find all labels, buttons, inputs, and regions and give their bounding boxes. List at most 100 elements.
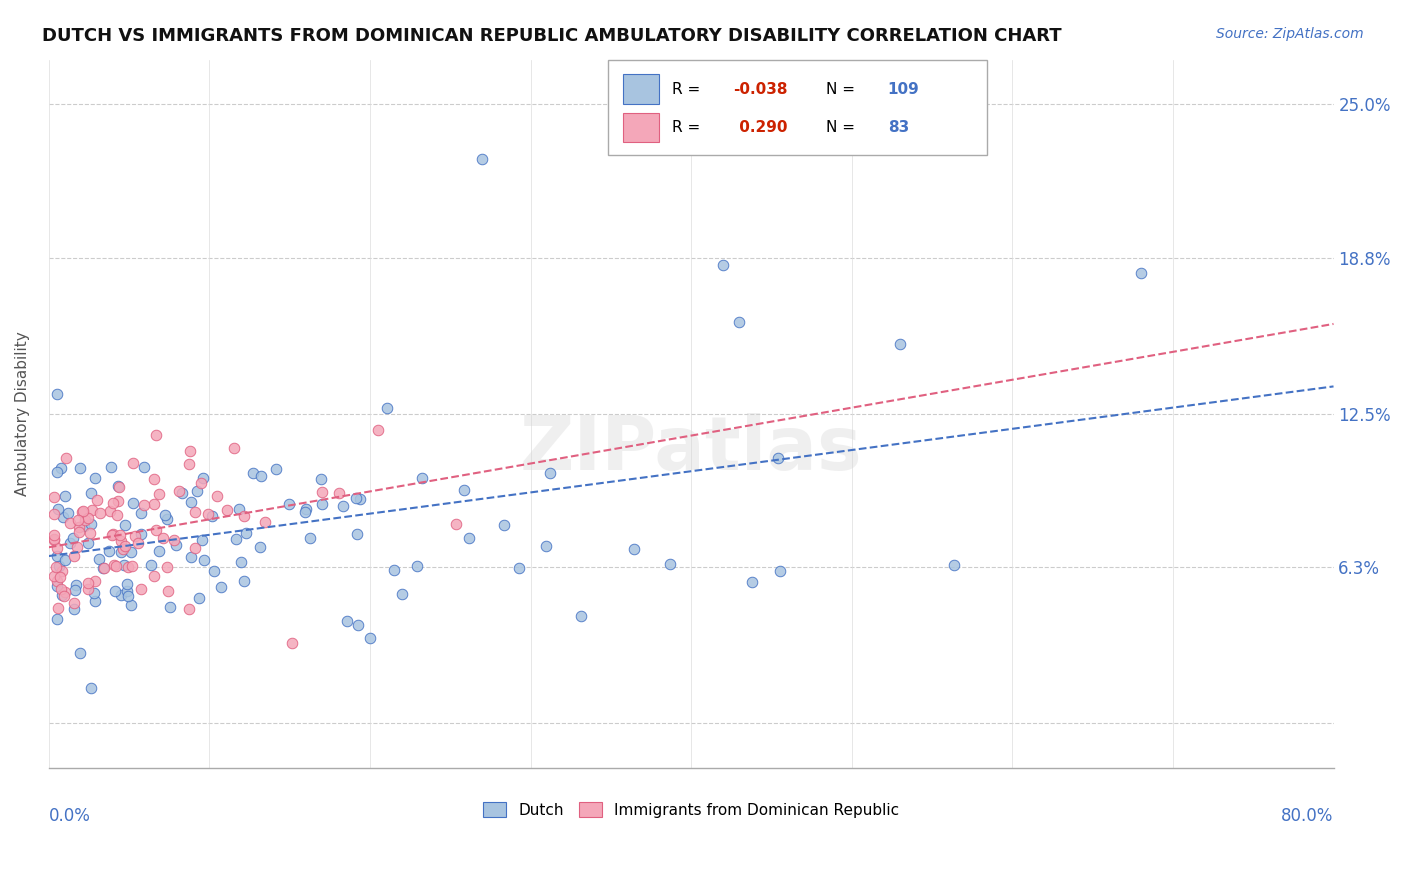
Point — [63, 596, 86, 610]
Point — [69, 646, 91, 660]
Point — [191, 533, 214, 547]
Point — [77, 582, 100, 597]
Point — [115, 584, 138, 599]
Point — [76, 535, 98, 549]
Point — [108, 528, 131, 542]
Point — [346, 491, 368, 506]
Point — [201, 508, 224, 523]
Point — [46, 601, 69, 615]
Point — [508, 561, 530, 575]
Point — [186, 483, 208, 498]
Point — [184, 541, 207, 555]
Point — [145, 428, 167, 442]
Point — [163, 533, 186, 548]
Point — [249, 540, 271, 554]
Point — [42, 568, 65, 582]
Point — [101, 528, 124, 542]
Point — [79, 525, 101, 540]
Point — [86, 493, 108, 508]
Point — [225, 532, 247, 546]
Point — [193, 471, 215, 485]
Point — [367, 423, 389, 437]
Text: -0.038: -0.038 — [734, 82, 787, 97]
Point — [165, 538, 187, 552]
Point — [264, 462, 287, 476]
Point — [120, 598, 142, 612]
Point — [132, 498, 155, 512]
Point — [55, 450, 77, 465]
Point — [215, 503, 238, 517]
Point — [180, 550, 202, 565]
Point — [42, 533, 65, 547]
Point — [73, 518, 96, 533]
Point — [131, 527, 153, 541]
Point — [349, 491, 371, 506]
Point — [112, 541, 135, 556]
Point — [120, 545, 142, 559]
Point — [444, 517, 467, 532]
Text: 83: 83 — [887, 120, 908, 135]
Text: N =: N = — [827, 120, 860, 135]
Point — [114, 540, 136, 554]
Point — [942, 558, 965, 572]
Point — [184, 505, 207, 519]
Point — [728, 315, 751, 329]
Point — [63, 549, 86, 563]
Point — [114, 517, 136, 532]
Point — [63, 602, 86, 616]
Text: N =: N = — [827, 82, 860, 97]
Text: 0.290: 0.290 — [734, 120, 787, 135]
Point — [142, 569, 165, 583]
Point — [59, 516, 82, 530]
Point — [202, 564, 225, 578]
Point — [328, 486, 350, 500]
Point — [72, 503, 94, 517]
Point — [93, 561, 115, 575]
Point — [80, 517, 103, 532]
Point — [42, 528, 65, 542]
Point — [48, 559, 70, 574]
Point — [197, 507, 219, 521]
Point — [155, 508, 177, 522]
Point — [142, 497, 165, 511]
Point — [80, 485, 103, 500]
Point — [658, 557, 681, 571]
Point — [569, 608, 592, 623]
Point — [103, 558, 125, 572]
Point — [180, 495, 202, 509]
Point — [741, 575, 763, 590]
Y-axis label: Ambulatory Disability: Ambulatory Disability — [15, 331, 30, 496]
Point — [177, 457, 200, 471]
Point — [69, 520, 91, 534]
Point — [205, 489, 228, 503]
Point — [453, 483, 475, 498]
Point — [45, 549, 67, 564]
Point — [889, 337, 911, 351]
Point — [148, 543, 170, 558]
Point — [45, 386, 67, 401]
Point — [110, 533, 132, 548]
Point — [117, 560, 139, 574]
Point — [233, 574, 256, 588]
Point — [359, 631, 381, 645]
Point — [769, 565, 792, 579]
Point — [159, 599, 181, 614]
Point — [375, 401, 398, 416]
Point — [49, 582, 72, 596]
Point — [242, 466, 264, 480]
Point — [53, 553, 76, 567]
Point — [75, 513, 97, 527]
Point — [48, 570, 70, 584]
Point — [48, 501, 70, 516]
Point — [65, 582, 87, 597]
Point — [311, 473, 333, 487]
Point — [538, 466, 561, 480]
Point — [115, 577, 138, 591]
Point — [534, 539, 557, 553]
Point — [45, 465, 67, 479]
Point — [311, 485, 333, 500]
Point — [346, 617, 368, 632]
Point — [156, 560, 179, 574]
Text: 0.0%: 0.0% — [49, 806, 90, 824]
Text: 109: 109 — [887, 82, 920, 97]
